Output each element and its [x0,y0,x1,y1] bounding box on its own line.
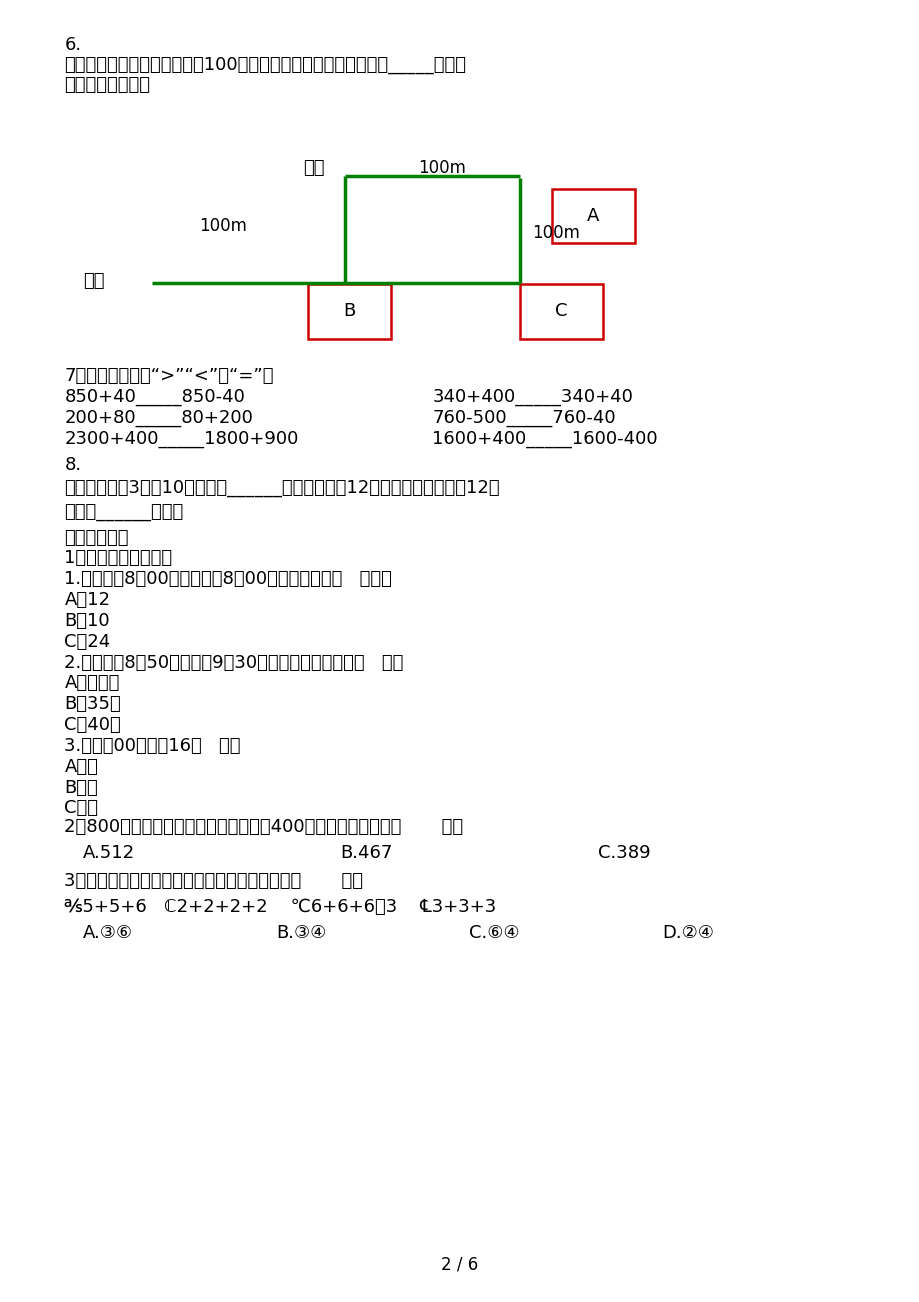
Text: 340+400_____340+40: 340+400_____340+40 [432,388,632,406]
Text: 7．在横线上填上“>”“<”或“=”。: 7．在横线上填上“>”“<”或“=”。 [64,367,274,385]
Text: 3．下面的算式中，能直接改写成乘法的算式是（       ）。: 3．下面的算式中，能直接改写成乘法的算式是（ ）。 [64,872,363,891]
Text: 1．动动脑，选一选。: 1．动动脑，选一选。 [64,549,173,568]
Text: C．秒: C．秒 [64,799,98,818]
Text: 100m: 100m [199,217,246,236]
Text: 850+40_____850-40: 850+40_____850-40 [64,388,245,406]
Bar [308,284,391,339]
Text: 学校: 学校 [303,159,324,177]
Text: 看下图，小晴从家出发向北赺100米到学校，小晴家在哪里？图中_____表示小: 看下图，小晴从家出发向北赺100米到学校，小晴家在哪里？图中_____表示小 [64,56,466,74]
Text: 760-500_____760-40: 760-500_____760-40 [432,409,616,427]
Text: A.512: A.512 [83,844,135,862]
Bar [551,189,634,243]
Text: 6.: 6. [64,36,82,55]
Text: 2.一节课在8时50分上课，9时30分下课．这节课上了（   ）。: 2.一节课在8时50分上课，9时30分下课．这节课上了（ ）。 [64,654,403,672]
Text: 8.: 8. [64,456,82,474]
Text: 3.小明跑00米要用16（   ）。: 3.小明跑00米要用16（ ）。 [64,737,241,755]
Text: D.②④: D.②④ [662,924,713,943]
Text: 100m: 100m [531,224,579,242]
Text: B．分: B．分 [64,779,98,797]
Text: 2 / 6: 2 / 6 [441,1255,478,1273]
Text: 走了（______）时。: 走了（______）时。 [64,503,184,521]
Text: 100m: 100m [418,159,466,177]
Text: C．40分: C．40分 [64,716,121,734]
Text: A.③⑥: A.③⑥ [83,924,132,943]
Text: B.③④: B.③④ [276,924,326,943]
Text: 1.超市早上8：00开门，晚上8：00关门，营业了（   ）时。: 1.超市早上8：00开门，晚上8：00关门，营业了（ ）时。 [64,570,391,589]
Text: 二、选择题。: 二、选择题。 [64,529,129,547]
Text: B．10: B．10 [64,612,110,630]
Text: A．12: A．12 [64,591,110,609]
Bar [519,284,602,339]
Text: ℁5+5+6   ℂ2+2+2+2    ℃6+6+6－3    ℄3+3+3: ℁5+5+6 ℂ2+2+2+2 ℃6+6+6－3 ℄3+3+3 [64,898,496,917]
Text: B.467: B.467 [340,844,392,862]
Text: B: B [343,302,356,320]
Text: A．时: A．时 [64,758,98,776]
Text: C.⑥④: C.⑥④ [469,924,519,943]
Text: 晴家。（填字母）: 晴家。（填字母） [64,76,150,94]
Text: B．35分: B．35分 [64,695,121,713]
Text: 医院: 医院 [83,272,104,290]
Text: 1600+400_____1600-400: 1600+400_____1600-400 [432,430,657,448]
Text: 2．800减去下面的某个数后，结果大于400，减去的这个数是（       ）。: 2．800减去下面的某个数后，结果大于400，减去的这个数是（ ）。 [64,818,463,836]
Text: A: A [586,207,599,225]
Text: C: C [554,302,567,320]
Text: 200+80_____80+200: 200+80_____80+200 [64,409,253,427]
Text: 2300+400_____1800+900: 2300+400_____1800+900 [64,430,299,448]
Text: A．半小时: A．半小时 [64,674,119,693]
Text: C．24: C．24 [64,633,110,651]
Text: C.389: C.389 [597,844,650,862]
Text: 钟面上分针从3走到10，走了（______）分；时针从12开始绕了一圈又走回12，: 钟面上分针从3走到10，走了（______）分；时针从12开始绕了一圈又走回12… [64,479,500,497]
